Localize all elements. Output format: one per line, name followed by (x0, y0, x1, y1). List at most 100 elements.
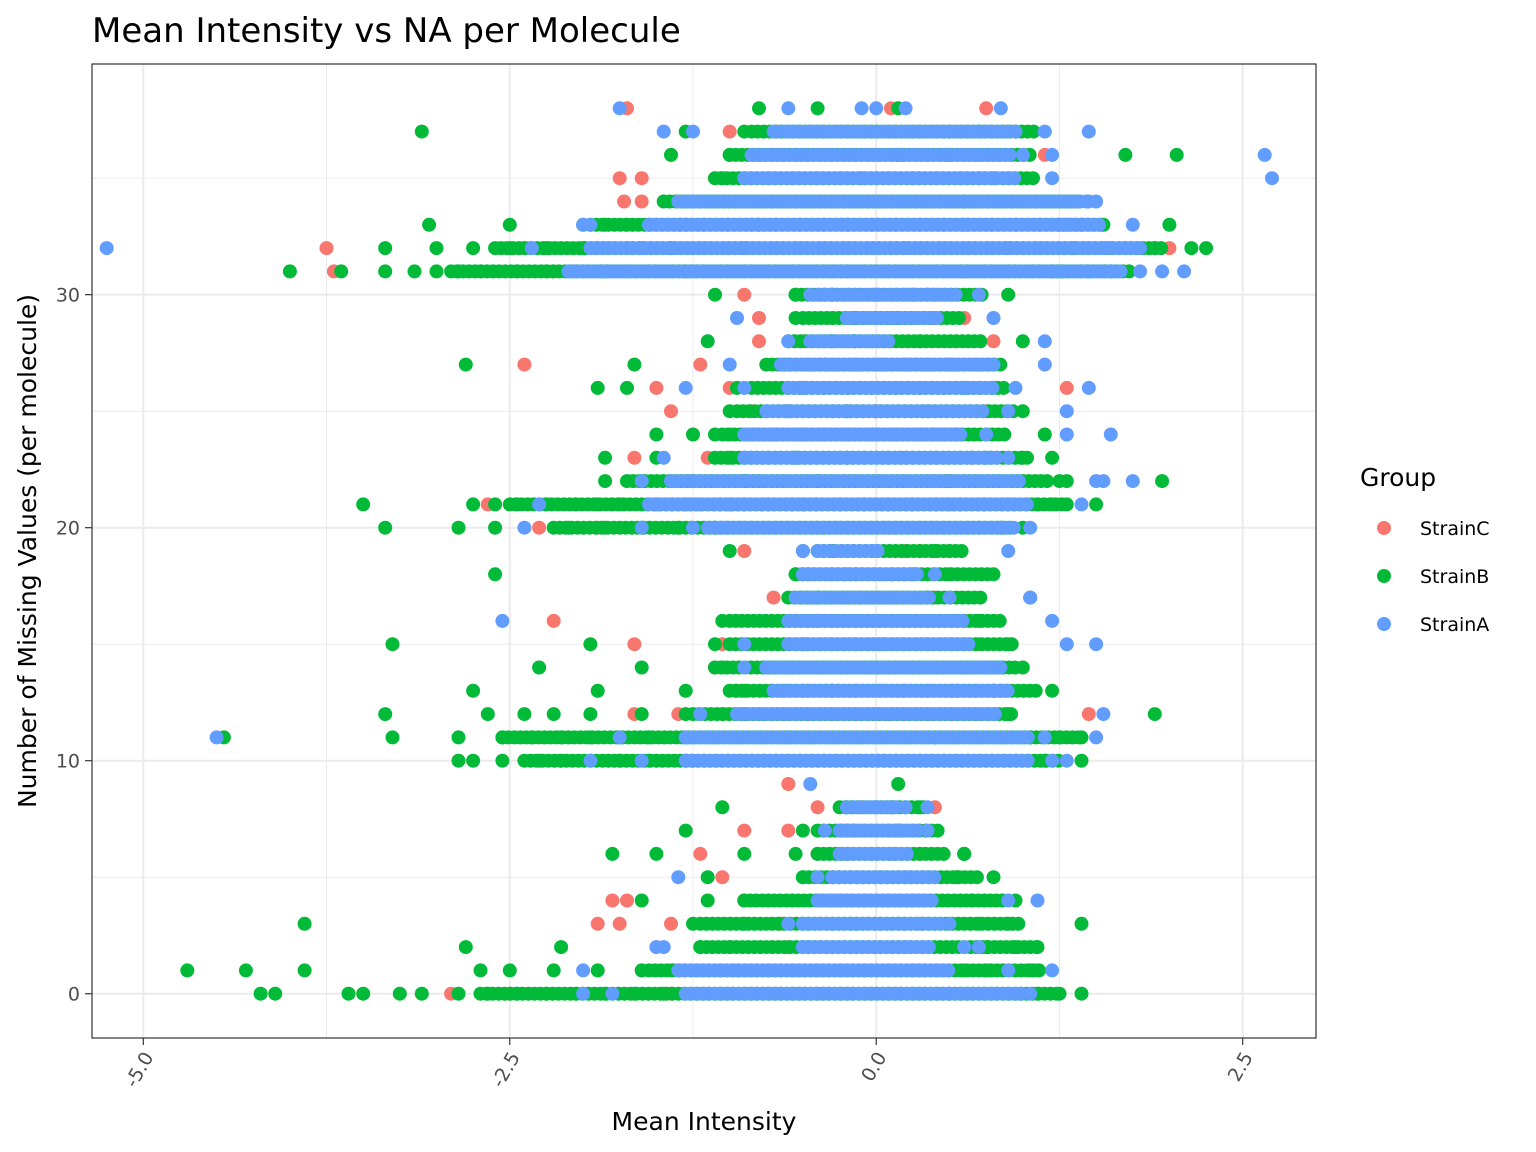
strainb-point (973, 334, 988, 349)
strainb-point (429, 264, 444, 279)
strainb-point (598, 520, 613, 535)
strainb-point (1015, 404, 1030, 419)
straina-point (869, 544, 884, 558)
straina-point (1020, 497, 1034, 512)
strainb-point (913, 334, 928, 349)
strainc-point (737, 823, 752, 838)
strainb-point (356, 497, 371, 512)
straina-point (634, 753, 649, 768)
straina-point (737, 637, 752, 652)
strainb-point (752, 101, 766, 116)
strainc-point (693, 846, 708, 861)
strainb-point (532, 753, 547, 768)
straina-point (1096, 707, 1111, 722)
strainb-point (722, 147, 737, 162)
straina-point (832, 846, 847, 861)
straina-point (1037, 124, 1052, 139)
x-axis-title: Mean Intensity (612, 1107, 797, 1136)
strainb-point (737, 124, 752, 139)
strainb-point (568, 497, 583, 512)
strainb-point (282, 264, 297, 279)
strainb-point (458, 357, 473, 372)
strainb-point (429, 241, 444, 256)
straina-point (576, 264, 591, 279)
strainb-point (488, 497, 503, 512)
strainb-point (378, 264, 393, 279)
y-tick-label: 0 (68, 984, 80, 1006)
y-axis: 0 10 20 30 (56, 285, 92, 1006)
straina-point (1037, 334, 1052, 349)
straina-point (1037, 730, 1052, 745)
strainb-point (488, 520, 503, 535)
strainb-point (378, 241, 393, 256)
straina-point (810, 986, 825, 1001)
strainb-point (788, 846, 803, 861)
strainc-point (517, 357, 532, 372)
straina-point (920, 823, 935, 838)
strainb-point (700, 334, 715, 349)
strainb-point (700, 870, 715, 885)
straina-point (1020, 753, 1035, 768)
straina-point (1103, 427, 1118, 442)
straina-point (899, 846, 914, 861)
strainb-point (1030, 497, 1045, 512)
straina-point (1045, 753, 1060, 768)
straina-point (985, 380, 1000, 395)
straina-point (898, 800, 913, 815)
strainb-legend-key (1377, 569, 1391, 583)
plot-panel-border (91, 63, 1317, 1039)
strainb-point (378, 707, 393, 722)
strainb-point (671, 520, 686, 535)
strainb-point (1030, 940, 1045, 955)
strainb-point (605, 846, 620, 861)
strainb-point (986, 870, 1001, 885)
strainc-point (627, 450, 642, 465)
strainc-point (617, 194, 632, 209)
strainb-point (1184, 241, 1199, 256)
straina-point (993, 101, 1008, 116)
straina-point (1030, 893, 1045, 908)
straina-point (986, 707, 1001, 722)
strainb-point (598, 217, 613, 232)
strainc-point (612, 916, 627, 931)
straina-point (781, 916, 796, 931)
straina-point (656, 124, 671, 139)
strainb-point (656, 986, 671, 1001)
straina-point (898, 287, 913, 302)
straina-point (1103, 264, 1118, 279)
strainb-point (1162, 217, 1177, 232)
strainb-point (715, 800, 730, 815)
strainb-point (930, 823, 945, 838)
strainb-point (1011, 916, 1026, 931)
strainb-point (722, 404, 737, 419)
strainc-point (752, 311, 766, 325)
strainb-point (583, 707, 598, 722)
strainb-point (678, 707, 693, 722)
strainb-point (1015, 334, 1030, 349)
strainb-point (1037, 427, 1052, 442)
strainb-point (737, 916, 752, 931)
straina-point (825, 893, 840, 908)
straina-point (590, 241, 605, 256)
strainb-point (532, 660, 547, 675)
strainb-point (1169, 147, 1184, 162)
strainb-point (627, 986, 642, 1001)
grid-lines (92, 64, 1316, 1038)
strainc-point (605, 893, 620, 908)
strainc-point (781, 823, 796, 838)
strainb-point (451, 986, 466, 1001)
straina-point (927, 870, 942, 885)
x-tick-label: 2.5 (1224, 1048, 1258, 1085)
strainb-point (561, 520, 576, 535)
straina-point (576, 217, 591, 232)
strainb-point (480, 986, 495, 1001)
strainb-point (480, 707, 495, 722)
strainb-point (1052, 730, 1067, 745)
strainb-point (451, 520, 466, 535)
straina-point (1059, 637, 1074, 652)
strainb-point (414, 124, 429, 139)
strainb-point (1074, 916, 1089, 931)
strainb-point (1001, 916, 1016, 931)
strainc-point (781, 777, 796, 791)
straina-point (913, 963, 928, 978)
